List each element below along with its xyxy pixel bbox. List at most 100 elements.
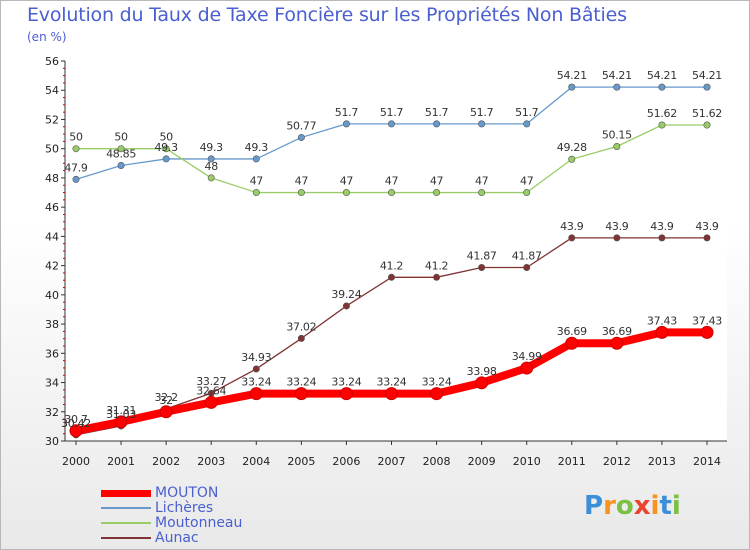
data-point <box>520 361 534 375</box>
data-label: 48.85 <box>106 148 136 161</box>
data-label: 47 <box>295 175 309 188</box>
data-label: 47 <box>475 175 489 188</box>
logo-letter: o <box>615 491 634 521</box>
logo-letter: i <box>671 491 681 521</box>
data-label: 51.62 <box>647 107 677 120</box>
data-point <box>297 133 305 141</box>
data-label: 36.69 <box>602 325 632 338</box>
y-tick-label: 54 <box>45 84 59 97</box>
data-point <box>114 415 128 429</box>
data-point <box>69 424 83 438</box>
data-label: 39.24 <box>331 288 361 301</box>
data-label: 49.28 <box>557 141 587 154</box>
x-tick-label: 2003 <box>197 455 225 468</box>
x-tick-label: 2006 <box>332 455 360 468</box>
data-label: 41.87 <box>512 250 542 263</box>
data-label: 50.15 <box>602 129 632 142</box>
legend-label-licheres: Lichères <box>155 500 214 516</box>
x-tick-label: 2010 <box>513 455 541 468</box>
data-point <box>252 155 260 163</box>
data-label: 49.3 <box>154 141 178 154</box>
data-label: 32.64 <box>196 384 226 397</box>
y-tick-label: 42 <box>45 260 59 273</box>
y-tick-label: 30 <box>45 435 59 448</box>
proxiti-logo: Proxiti <box>584 491 681 521</box>
data-label: 49.3 <box>245 141 269 154</box>
x-tick-label: 2004 <box>242 455 270 468</box>
data-label: 47 <box>250 175 264 188</box>
data-point <box>523 120 531 128</box>
y-tick-label: 50 <box>45 143 59 156</box>
data-label: 30.42 <box>61 417 91 430</box>
data-label: 50 <box>69 131 83 144</box>
y-tick-label: 44 <box>45 230 59 243</box>
x-tick-label: 2011 <box>558 455 586 468</box>
data-label: 49.3 <box>200 141 224 154</box>
data-point <box>433 273 441 281</box>
data-point <box>162 145 170 153</box>
y-tick-label: 52 <box>45 113 59 126</box>
data-point <box>658 83 666 91</box>
data-label: 51.62 <box>692 107 722 120</box>
data-point <box>478 120 486 128</box>
data-point <box>342 120 350 128</box>
data-point <box>658 234 666 242</box>
data-label: 41.87 <box>467 250 497 263</box>
data-label: 41.2 <box>380 259 403 272</box>
data-label: 31.03 <box>106 408 136 421</box>
x-tick-label: 2008 <box>423 455 451 468</box>
data-label: 33.24 <box>286 376 316 389</box>
data-label: 51.7 <box>515 106 539 119</box>
legend-label-moutonneau: Moutonneau <box>155 515 243 531</box>
data-point <box>207 174 215 182</box>
legend-swatch-moutonneau <box>101 522 151 524</box>
data-label: 37.43 <box>692 314 722 327</box>
data-label: 50 <box>114 131 128 144</box>
data-point <box>475 376 489 390</box>
data-point <box>703 234 711 242</box>
data-point <box>297 189 305 197</box>
x-tick-label: 2014 <box>693 455 721 468</box>
data-point <box>387 120 395 128</box>
data-label: 43.9 <box>695 220 719 233</box>
data-point <box>387 189 395 197</box>
data-point <box>610 336 624 350</box>
data-point <box>655 325 669 339</box>
data-point <box>613 83 621 91</box>
data-label: 54.21 <box>692 69 722 82</box>
data-label: 30.7 <box>64 413 88 426</box>
x-tick-label: 2009 <box>468 455 496 468</box>
data-label: 41.2 <box>425 259 448 272</box>
logo-letter: x <box>633 491 651 521</box>
data-point <box>523 189 531 197</box>
data-label: 51.7 <box>335 106 359 119</box>
chart-unit-label: (en %) <box>27 30 67 44</box>
data-label: 36.69 <box>557 325 587 338</box>
legend-label-aunac: Aunac <box>155 530 199 546</box>
data-point <box>72 145 80 153</box>
data-point <box>523 264 531 272</box>
logo-letter: P <box>584 491 604 521</box>
data-point <box>385 387 398 401</box>
logo-letter: t <box>659 491 672 521</box>
data-label: 33.27 <box>196 375 226 388</box>
data-point <box>568 155 576 163</box>
data-point <box>207 155 215 163</box>
data-point <box>204 395 218 409</box>
data-label: 33.24 <box>331 376 361 389</box>
data-label: 54.21 <box>647 69 677 82</box>
x-tick-label: 2012 <box>603 455 631 468</box>
data-label: 51.7 <box>470 106 494 119</box>
data-point <box>117 162 125 170</box>
legend-swatch-mouton <box>101 490 151 497</box>
data-point <box>252 189 260 197</box>
data-point <box>478 264 486 272</box>
legend-label-mouton: MOUTON <box>155 485 219 501</box>
data-label: 47 <box>385 175 399 188</box>
data-point <box>613 234 621 242</box>
data-label: 33.98 <box>467 365 497 378</box>
data-point <box>613 143 621 151</box>
x-tick-label: 2005 <box>287 455 315 468</box>
y-tick-label: 46 <box>45 201 59 214</box>
